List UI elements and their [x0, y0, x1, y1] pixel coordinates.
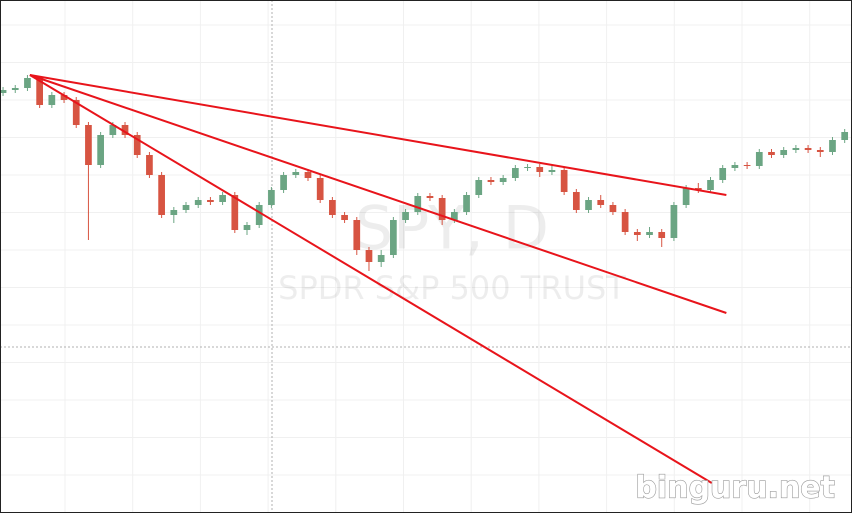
candle-body [536, 167, 544, 172]
candle-body [97, 135, 104, 165]
candle-body [219, 195, 226, 202]
candle-body [0, 90, 7, 93]
candle-body [682, 188, 690, 205]
candle-body [597, 200, 605, 205]
candle-body [377, 255, 385, 262]
candle-body [255, 205, 263, 225]
candle-body [390, 220, 397, 255]
candle-body [572, 192, 580, 210]
fan-line [29, 74, 713, 484]
candle-body [731, 165, 739, 168]
candle-body [585, 200, 592, 210]
candle-body [768, 152, 775, 155]
candle-body [243, 225, 251, 230]
candle-body [170, 210, 178, 215]
candle-body [804, 148, 812, 150]
candle-body [109, 125, 117, 135]
candle-body [438, 198, 446, 220]
candle-body [414, 196, 422, 212]
candle-body [48, 95, 56, 105]
candle-body [816, 150, 824, 152]
candle-body [268, 190, 275, 205]
candle-body [36, 78, 43, 105]
candle-body [560, 170, 568, 192]
candle-body [499, 178, 507, 182]
candle-body [182, 205, 190, 210]
candle-body [646, 232, 653, 235]
candle-body [194, 200, 202, 205]
plot [0, 74, 849, 484]
candle-body [146, 155, 153, 175]
candle-body [780, 150, 788, 155]
candle-body [670, 205, 678, 238]
candle-body [621, 212, 629, 232]
candle-body [694, 188, 702, 190]
candle-body [402, 212, 409, 220]
candle-body [829, 140, 836, 152]
candle-body [85, 125, 92, 165]
candle-body [207, 200, 214, 202]
candle-body [633, 232, 641, 235]
candle-body [511, 168, 519, 178]
candle-body [792, 148, 800, 150]
candle-body [451, 212, 458, 220]
candle-body [24, 78, 31, 88]
watermark-symbol: SPY, D [355, 194, 549, 264]
candle-body [158, 175, 165, 215]
candle-body [463, 195, 470, 212]
candle-body [341, 215, 348, 220]
candle-body [304, 172, 312, 178]
candle-body [280, 175, 287, 190]
site-watermark: binguru.net [635, 471, 835, 506]
fan-line [29, 74, 727, 196]
candle-body [719, 168, 727, 180]
candle-body [329, 200, 336, 215]
candle-body [60, 95, 68, 100]
candle-body [548, 170, 556, 172]
candle-body [365, 250, 373, 262]
candle-body [292, 172, 300, 175]
fan-line [29, 74, 727, 314]
candle-body [133, 135, 141, 155]
watermark-name: SPDR S&P 500 TRUST [278, 269, 626, 307]
candle-body [121, 125, 129, 135]
candle-body [524, 167, 531, 168]
candle-body [72, 100, 80, 125]
candle-body [426, 196, 434, 198]
candle-body [609, 205, 617, 212]
candle-body [316, 178, 324, 200]
candle-body [707, 180, 714, 190]
candle-body [11, 88, 19, 90]
candle-body [475, 180, 483, 195]
candle-body [841, 132, 849, 140]
candle-body [487, 180, 495, 182]
candle-body [658, 232, 666, 238]
candle-body [231, 195, 239, 230]
candle-body [755, 152, 763, 166]
candle-body [353, 220, 361, 250]
candle-body [743, 165, 751, 166]
